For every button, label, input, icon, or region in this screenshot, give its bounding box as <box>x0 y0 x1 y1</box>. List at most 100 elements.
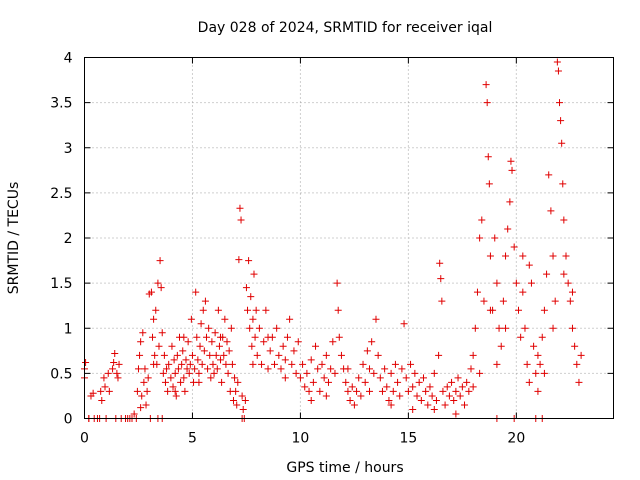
data-point <box>151 351 159 359</box>
data-point <box>413 392 421 400</box>
data-point <box>260 338 268 346</box>
data-point <box>568 288 576 296</box>
data-point <box>111 350 119 358</box>
data-point <box>266 347 274 355</box>
data-point <box>471 324 479 332</box>
data-point <box>220 351 228 359</box>
data-point <box>234 378 242 386</box>
data-point <box>394 378 402 386</box>
data-point <box>147 288 155 296</box>
data-point <box>556 99 564 107</box>
data-point <box>290 347 298 355</box>
data-point <box>476 234 484 242</box>
data-point <box>456 392 464 400</box>
data-point <box>249 315 257 323</box>
data-point <box>288 360 296 368</box>
data-point <box>344 387 352 395</box>
data-point <box>344 365 352 373</box>
data-point <box>443 383 451 391</box>
data-point <box>430 405 438 413</box>
data-point <box>407 360 415 368</box>
data-point <box>231 374 239 382</box>
data-point <box>441 401 449 409</box>
data-point <box>385 396 393 404</box>
data-point <box>158 329 166 337</box>
data-point <box>255 324 263 332</box>
data-point <box>551 297 559 305</box>
data-point <box>368 338 376 346</box>
data-point <box>186 360 194 368</box>
data-point <box>294 338 302 346</box>
data-point <box>383 383 391 391</box>
data-point <box>98 396 106 404</box>
data-point <box>545 171 553 179</box>
data-point <box>359 360 367 368</box>
data-point <box>534 351 542 359</box>
data-point <box>566 297 574 305</box>
data-point <box>404 387 412 395</box>
data-point <box>249 360 257 368</box>
data-point <box>387 369 395 377</box>
data-point <box>458 383 466 391</box>
data-point <box>140 378 148 386</box>
data-point <box>378 387 386 395</box>
data-point <box>169 383 177 391</box>
data-point <box>154 279 162 287</box>
data-point <box>322 392 330 400</box>
data-point <box>486 252 494 260</box>
data-point <box>201 297 209 305</box>
data-point <box>271 360 279 368</box>
data-point <box>445 392 453 400</box>
data-point <box>292 369 300 377</box>
data-point <box>478 216 486 224</box>
data-point <box>504 225 512 233</box>
data-point <box>161 378 169 386</box>
data-point <box>207 374 215 382</box>
data-point <box>400 320 408 328</box>
data-point <box>110 359 118 367</box>
data-point <box>508 166 516 174</box>
data-point <box>485 180 493 188</box>
data-point <box>114 374 122 382</box>
data-point <box>484 153 492 161</box>
data-point <box>527 279 535 287</box>
data-point <box>137 338 145 346</box>
data-point <box>346 396 354 404</box>
data-point <box>353 387 361 395</box>
data-point <box>210 369 218 377</box>
data-point <box>225 347 233 355</box>
data-point <box>239 405 247 413</box>
data-point <box>553 58 561 66</box>
data-point <box>417 396 425 404</box>
data-point <box>245 257 253 265</box>
data-point <box>182 356 190 364</box>
data-point <box>301 383 309 391</box>
y-tick-label: 3.5 <box>50 96 72 112</box>
data-point <box>223 338 231 346</box>
data-point <box>495 324 503 332</box>
data-point <box>150 315 158 323</box>
data-point <box>130 410 138 418</box>
gridlines <box>84 57 614 419</box>
data-point <box>211 329 219 337</box>
data-point <box>196 342 204 350</box>
data-point <box>312 342 320 350</box>
data-point <box>549 324 557 332</box>
data-point <box>235 256 243 264</box>
x-tick-labels: 0 5 10 15 20 <box>80 431 525 447</box>
data-point <box>560 270 568 278</box>
data-point <box>342 378 350 386</box>
data-point <box>398 365 406 373</box>
data-point <box>165 360 173 368</box>
data-point <box>228 360 236 368</box>
data-point <box>286 315 294 323</box>
data-point <box>506 198 514 206</box>
data-point <box>200 347 208 355</box>
data-point <box>170 356 178 364</box>
data-point <box>136 351 144 359</box>
data-point <box>536 360 544 368</box>
data-point <box>113 369 121 377</box>
data-point <box>252 306 260 314</box>
data-point <box>197 320 205 328</box>
data-point <box>519 288 527 296</box>
